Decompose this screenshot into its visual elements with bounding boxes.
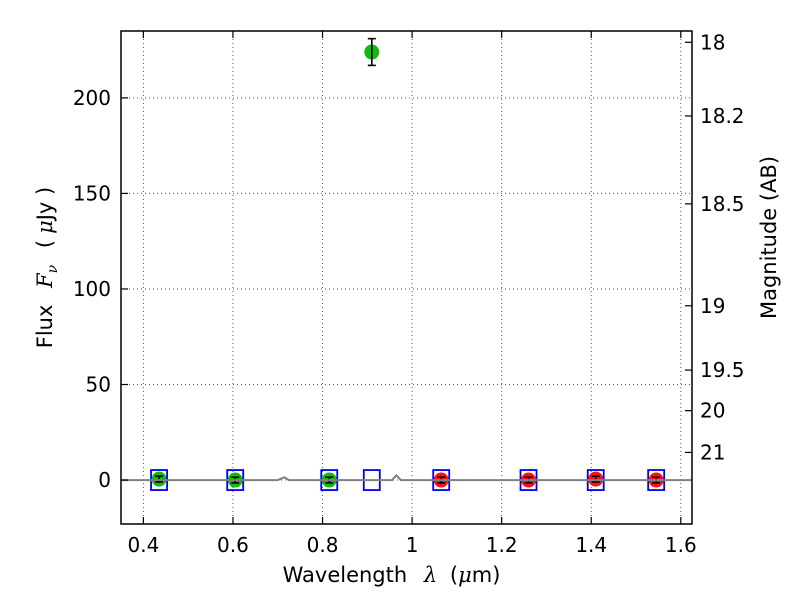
x-tick-label: 1.2 bbox=[486, 533, 518, 557]
y-tick-label: 0 bbox=[98, 468, 111, 492]
x-tick-label: 0.6 bbox=[217, 533, 249, 557]
series-0 bbox=[151, 37, 380, 488]
y-tick-label: 100 bbox=[73, 277, 111, 301]
y-axis-label-subscript: ν bbox=[45, 264, 61, 273]
x-tick-label: 1 bbox=[406, 533, 419, 557]
x-axis-label-unit-text: m) bbox=[472, 563, 501, 587]
x-tick-label: 1.6 bbox=[665, 533, 697, 557]
grid-lines bbox=[121, 31, 692, 524]
y2-tick-label: 20 bbox=[700, 399, 725, 423]
y2-tick-label: 18 bbox=[700, 30, 725, 54]
y-axis-label-unit-text: Jy ) bbox=[33, 187, 57, 223]
y-axis-label-symbol: F bbox=[33, 272, 57, 289]
y2-tick-label: 21 bbox=[700, 440, 725, 464]
x-axis-label-text: Wavelength bbox=[283, 563, 408, 587]
y-tick-label: 150 bbox=[73, 181, 111, 205]
y-axis-label: Flux Fν ( μJy ) bbox=[33, 187, 62, 348]
y-tick-label: 50 bbox=[86, 373, 111, 397]
y-axis-label-unit-open: ( bbox=[33, 240, 57, 248]
x-axis-label-unit-symbol: μ bbox=[458, 563, 472, 587]
y2-tick-label: 18.5 bbox=[700, 192, 745, 216]
y2-tick-label: 19 bbox=[700, 294, 725, 318]
series-1 bbox=[433, 471, 664, 488]
y-tick-label: 200 bbox=[73, 86, 111, 110]
y-axis-label-text: Flux bbox=[33, 305, 57, 349]
x-axis-label-symbol: λ bbox=[423, 563, 437, 587]
plot-frame bbox=[120, 30, 693, 525]
y-axis-label-unit-symbol: μ bbox=[33, 220, 57, 234]
tick-labels: 0.4 0.6 0.8 1 1.2 1.4 1.6 0 50 100 150 200 18 18.2 18.… bbox=[73, 30, 745, 557]
x-axis-label-unit-open: ( bbox=[450, 563, 458, 587]
x-tick-label: 1.4 bbox=[575, 533, 607, 557]
y2-axis-label: Magnitude (AB) bbox=[757, 156, 781, 319]
series-3 bbox=[121, 473, 692, 482]
y2-tick-label: 18.2 bbox=[700, 104, 745, 128]
x-axis-label: Wavelength λ (μm) bbox=[283, 563, 501, 587]
model-spectrum-line bbox=[121, 473, 692, 482]
x-tick-label: 0.8 bbox=[307, 533, 339, 557]
x-tick-label: 0.4 bbox=[127, 533, 159, 557]
series-layer bbox=[121, 37, 692, 491]
y2-tick-label: 19.5 bbox=[700, 358, 745, 382]
axis-ticks bbox=[121, 31, 692, 524]
